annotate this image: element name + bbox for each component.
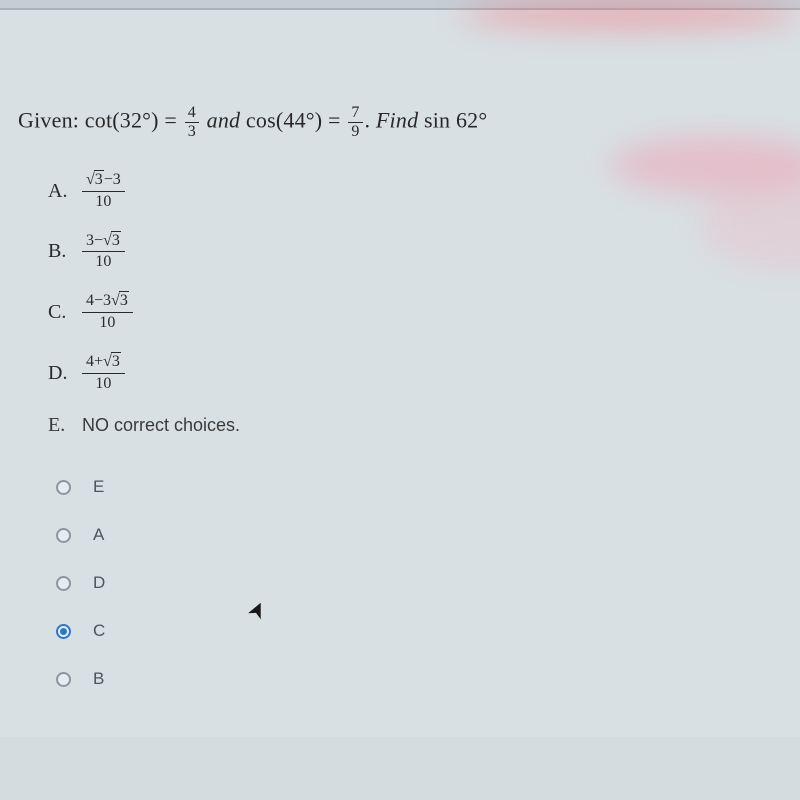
radio-option-e[interactable]: E <box>56 477 770 497</box>
radicand: 3 <box>111 231 121 249</box>
choice-fraction: 4−3 3 10 <box>82 293 133 332</box>
question-text: Given: cot(32°) = 43 and cos(44°) = 79. … <box>18 105 770 140</box>
sqrt-icon: 3 <box>103 354 121 371</box>
choice-denominator: 10 <box>82 374 125 393</box>
choice-fraction: 3− 3 10 <box>82 233 125 272</box>
radicand: 3 <box>94 170 104 188</box>
choice-denominator: 10 <box>82 313 133 332</box>
frac-den: 9 <box>348 123 362 140</box>
choice-fraction: 3−3 10 <box>82 172 125 211</box>
choice-fraction: 4+ 3 10 <box>82 354 125 393</box>
choice-numerator: 4−3 3 <box>82 293 133 313</box>
choice-b: B. 3− 3 10 <box>48 233 770 272</box>
radio-option-c[interactable]: C <box>56 621 770 641</box>
cot-lhs: cot(32°) = <box>85 108 183 133</box>
choice-letter: D. <box>48 362 82 385</box>
choice-e: E. NO correct choices. <box>48 414 770 437</box>
fraction-7-9: 79 <box>348 105 362 140</box>
frac-num: 4 <box>185 105 199 123</box>
frac-den: 3 <box>185 123 199 140</box>
choice-letter: B. <box>48 240 82 263</box>
find-word: Find <box>376 108 418 133</box>
radio-button[interactable] <box>56 576 71 591</box>
choice-letter: E. <box>48 414 82 437</box>
choice-numerator: 3− 3 <box>82 233 125 253</box>
choice-numerator: 4+ 3 <box>82 354 125 374</box>
sqrt-icon: 3 <box>111 293 129 310</box>
radicand: 3 <box>119 291 129 309</box>
radio-label: B <box>93 669 104 689</box>
choice-denominator: 10 <box>82 192 125 211</box>
frac-num: 7 <box>348 105 362 123</box>
fraction-4-3: 43 <box>185 105 199 140</box>
radio-button[interactable] <box>56 672 71 687</box>
radio-option-a[interactable]: A <box>56 525 770 545</box>
and-word: and <box>201 108 246 133</box>
radio-label: D <box>93 573 105 593</box>
radio-button[interactable] <box>56 480 71 495</box>
question-content: Given: cot(32°) = 43 and cos(44°) = 79. … <box>0 10 800 737</box>
cos-lhs: cos(44°) = <box>246 108 346 133</box>
radio-dot-icon <box>60 628 67 635</box>
given-prefix: Given: <box>18 108 85 133</box>
choice-e-text: NO correct choices. <box>82 415 240 436</box>
choice-c: C. 4−3 3 10 <box>48 293 770 332</box>
choice-numerator: 3−3 <box>82 172 125 192</box>
num-pre: 3− <box>86 232 103 249</box>
radio-label: C <box>93 621 105 641</box>
choice-d: D. 4+ 3 10 <box>48 354 770 393</box>
tail-dot: . <box>365 108 376 133</box>
radio-option-d[interactable]: D <box>56 573 770 593</box>
answer-choices: A. 3−3 10 B. 3−3 10 C. 4−33 10 D. 4+3 <box>48 172 770 437</box>
radio-option-b[interactable]: B <box>56 669 770 689</box>
num-pre: 4+ <box>86 353 103 370</box>
radio-button[interactable] <box>56 528 71 543</box>
sqrt-icon: 3 <box>103 233 121 250</box>
radio-label: A <box>93 525 104 545</box>
radicand: 3 <box>111 352 121 370</box>
radio-label: E <box>93 477 104 497</box>
choice-a: A. 3−3 10 <box>48 172 770 211</box>
num-post: −3 <box>104 171 121 188</box>
num-pre: 4−3 <box>86 292 111 309</box>
sin-expr: sin 62° <box>418 108 487 133</box>
choice-letter: C. <box>48 301 82 324</box>
choice-denominator: 10 <box>82 252 125 271</box>
choice-letter: A. <box>48 180 82 203</box>
sqrt-icon: 3 <box>86 172 104 189</box>
header-band <box>0 0 800 10</box>
radio-option-list: E A D C B <box>56 477 770 689</box>
radio-button[interactable] <box>56 624 71 639</box>
